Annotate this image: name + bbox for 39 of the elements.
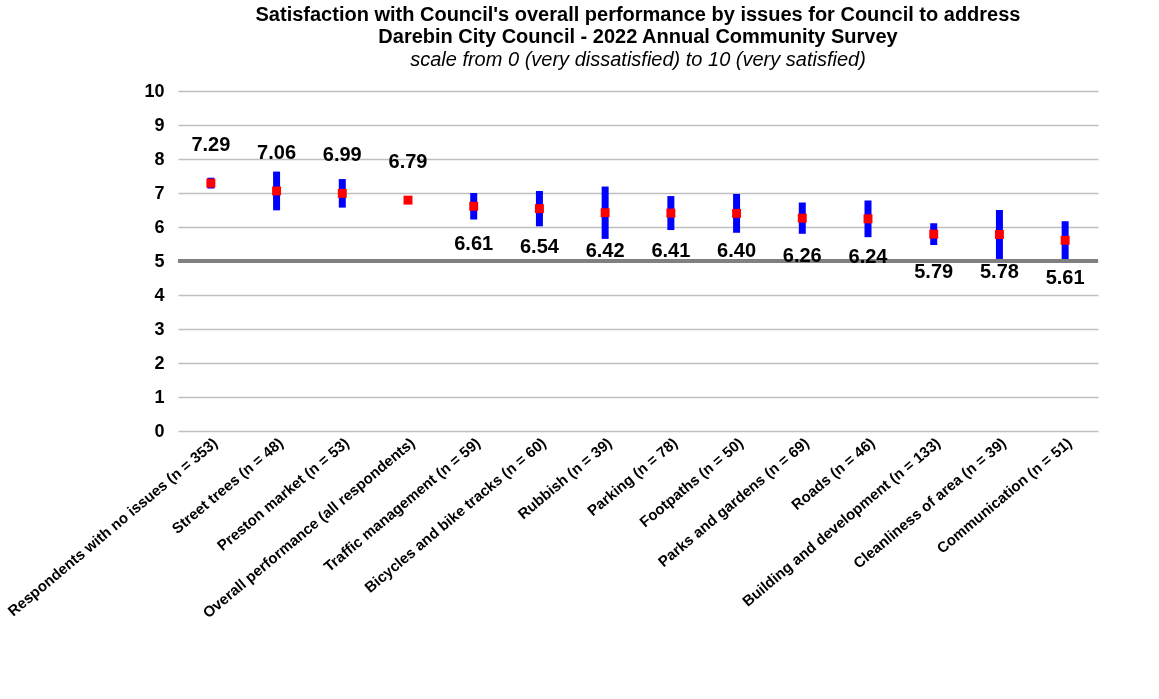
point [797,213,807,223]
text: 5.61 [1045,266,1085,289]
text: 6.40 [717,239,757,262]
text: 6.54 [519,234,559,257]
y-tick-label: 2 [154,352,165,373]
text: 6.24 [848,244,888,267]
point [1060,235,1070,245]
y-tick-label: 5 [154,250,165,271]
text: 6.41 [651,239,691,262]
y-tick-label: 8 [154,148,165,169]
y-tick-label: 6 [154,216,165,237]
text: 6.79 [388,150,428,173]
text: 7.29 [191,133,231,156]
y-tick-label: 1 [154,386,165,407]
y-tick-label: 7 [154,182,165,203]
point [994,230,1004,239]
point [863,214,873,224]
y-tick-label: 4 [154,284,165,305]
point [732,208,742,218]
y-tick-label: 3 [154,318,165,339]
point [403,195,413,205]
chart-subtitle: scale from 0 (very dissatisfied) to 10 (very satisfied) [410,48,866,70]
text: 5.79 [914,260,954,283]
point [337,188,347,198]
y-tick-label: 9 [154,114,165,135]
text: 6.26 [782,244,822,267]
text: 6.42 [585,238,625,261]
point [469,201,479,211]
point [272,186,282,196]
text: 6.61 [454,232,494,255]
text: 5.78 [979,260,1019,283]
text: 7.06 [257,140,297,163]
point [929,229,939,239]
y-tick-label: 10 [144,80,165,101]
y-tick-label: 0 [154,420,165,441]
point [666,208,676,218]
point [534,204,544,214]
point [600,208,610,218]
text: 6.99 [322,143,362,166]
